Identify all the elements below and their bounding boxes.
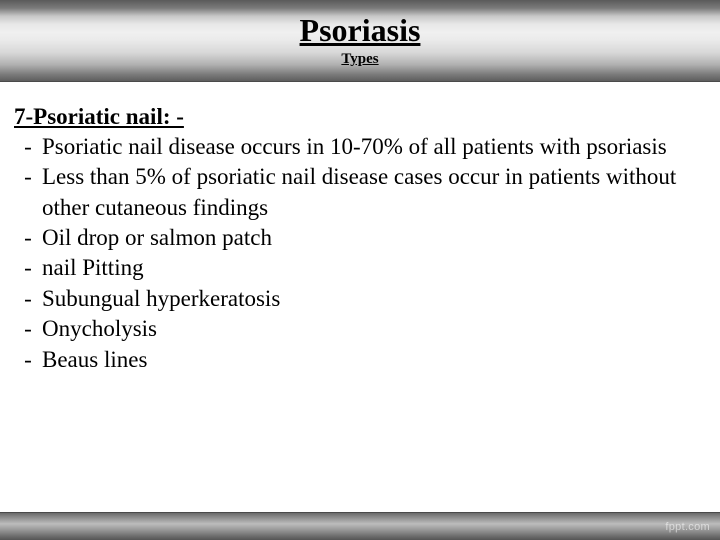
- bullet-dash: -: [14, 162, 42, 223]
- header-band: Psoriasis Types: [0, 0, 720, 82]
- bullet-dash: -: [14, 345, 42, 375]
- bullet-dash: -: [14, 253, 42, 283]
- bullet-text: Oil drop or salmon patch: [42, 223, 706, 253]
- slide-title: Psoriasis: [300, 13, 421, 48]
- list-item: - Onycholysis: [14, 314, 706, 344]
- bullet-text: Beaus lines: [42, 345, 706, 375]
- watermark: fppt.com: [665, 521, 710, 533]
- content-area: 7-Psoriatic nail: - - Psoriatic nail dis…: [0, 82, 720, 375]
- slide: Psoriasis Types 7-Psoriatic nail: - - Ps…: [0, 0, 720, 540]
- bullet-dash: -: [14, 314, 42, 344]
- section-heading: 7-Psoriatic nail: -: [14, 104, 706, 130]
- bullet-text: Onycholysis: [42, 314, 706, 344]
- slide-subtitle: Types: [341, 51, 378, 68]
- list-item: - nail Pitting: [14, 253, 706, 283]
- bullet-text: Less than 5% of psoriatic nail disease c…: [42, 162, 706, 223]
- bullet-text: nail Pitting: [42, 253, 706, 283]
- bullet-dash: -: [14, 284, 42, 314]
- bullet-dash: -: [14, 132, 42, 162]
- bullet-text: Subungual hyperkeratosis: [42, 284, 706, 314]
- list-item: - Less than 5% of psoriatic nail disease…: [14, 162, 706, 223]
- list-item: - Beaus lines: [14, 345, 706, 375]
- list-item: - Subungual hyperkeratosis: [14, 284, 706, 314]
- bullet-dash: -: [14, 223, 42, 253]
- footer-band: fppt.com: [0, 512, 720, 540]
- bullet-text: Psoriatic nail disease occurs in 10-70% …: [42, 132, 706, 162]
- list-item: - Oil drop or salmon patch: [14, 223, 706, 253]
- list-item: - Psoriatic nail disease occurs in 10-70…: [14, 132, 706, 162]
